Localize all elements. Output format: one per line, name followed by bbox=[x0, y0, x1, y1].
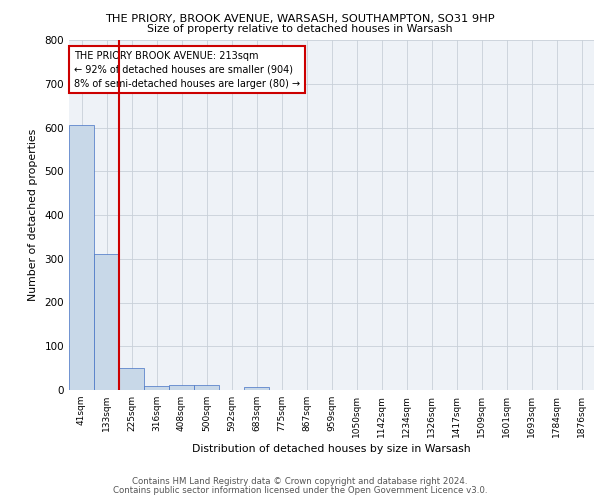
X-axis label: Distribution of detached houses by size in Warsash: Distribution of detached houses by size … bbox=[192, 444, 471, 454]
Bar bbox=[194, 385, 219, 390]
Text: THE PRIORY BROOK AVENUE: 213sqm
← 92% of detached houses are smaller (904)
8% of: THE PRIORY BROOK AVENUE: 213sqm ← 92% of… bbox=[74, 50, 301, 88]
Bar bbox=[169, 385, 194, 390]
Bar bbox=[94, 254, 119, 390]
Bar bbox=[244, 386, 269, 390]
Y-axis label: Number of detached properties: Number of detached properties bbox=[28, 129, 38, 301]
Text: Contains public sector information licensed under the Open Government Licence v3: Contains public sector information licen… bbox=[113, 486, 487, 495]
Bar bbox=[144, 386, 169, 390]
Text: Size of property relative to detached houses in Warsash: Size of property relative to detached ho… bbox=[147, 24, 453, 34]
Bar bbox=[119, 368, 144, 390]
Text: THE PRIORY, BROOK AVENUE, WARSASH, SOUTHAMPTON, SO31 9HP: THE PRIORY, BROOK AVENUE, WARSASH, SOUTH… bbox=[105, 14, 495, 24]
Bar bbox=[69, 125, 94, 390]
Text: Contains HM Land Registry data © Crown copyright and database right 2024.: Contains HM Land Registry data © Crown c… bbox=[132, 477, 468, 486]
